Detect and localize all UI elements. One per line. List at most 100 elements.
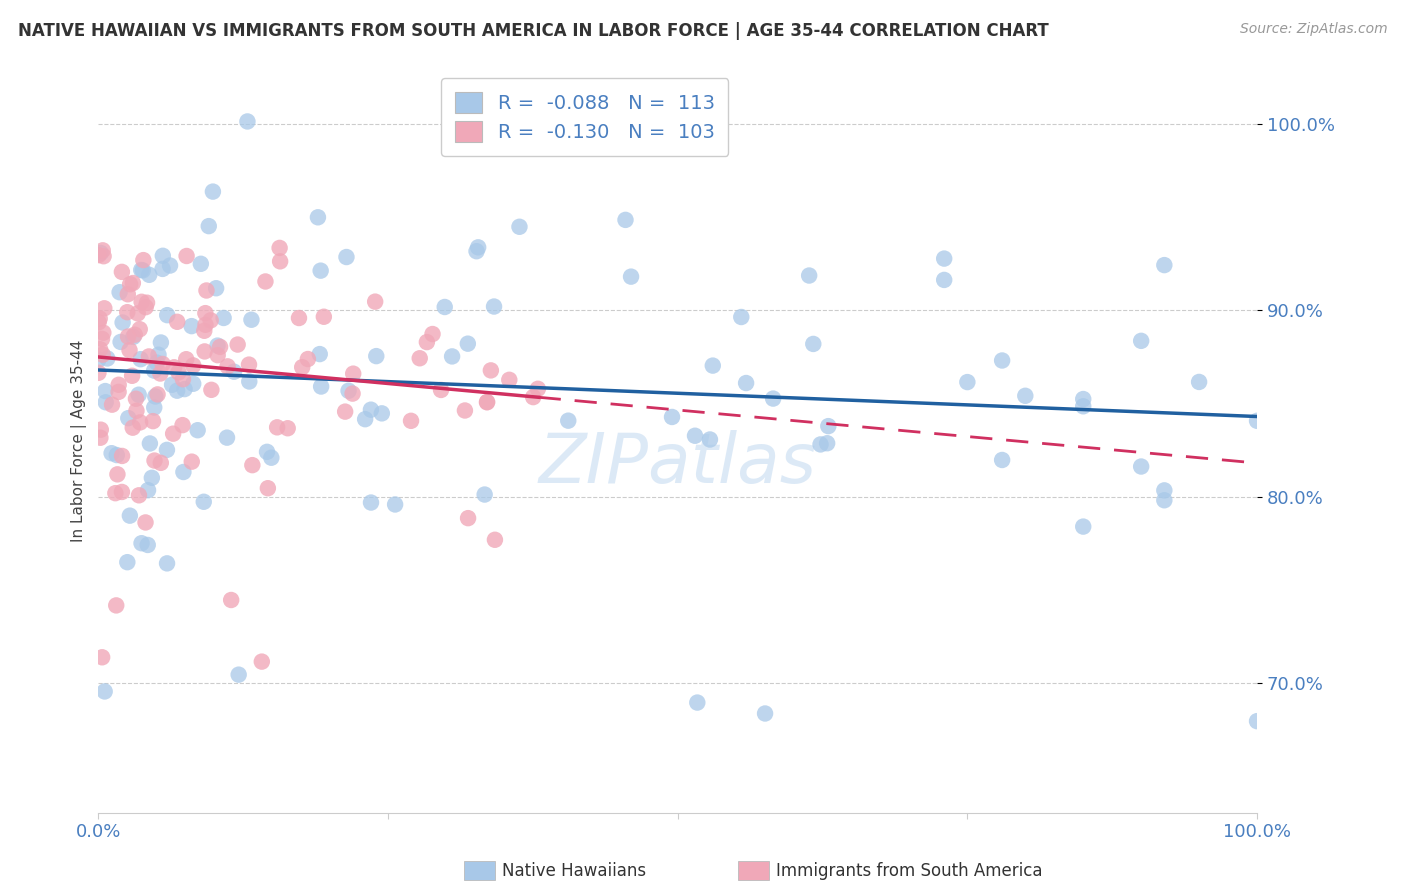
Point xyxy=(128,488,150,502)
Point xyxy=(128,387,150,401)
Point xyxy=(122,330,145,344)
Point xyxy=(219,593,242,607)
Point xyxy=(129,416,152,430)
Point xyxy=(107,467,129,482)
Point xyxy=(132,263,155,277)
Point xyxy=(136,538,159,552)
Point xyxy=(117,411,139,425)
Point xyxy=(200,313,222,327)
Point xyxy=(90,246,112,260)
Point xyxy=(817,419,839,434)
Point xyxy=(1130,459,1153,474)
Point xyxy=(441,350,464,364)
Point xyxy=(956,375,979,389)
Point xyxy=(399,414,422,428)
Point xyxy=(810,437,832,451)
Point xyxy=(172,465,194,479)
Point xyxy=(139,436,162,450)
Point xyxy=(457,336,479,351)
Point xyxy=(1071,399,1094,413)
Point xyxy=(100,446,122,460)
Point xyxy=(288,311,311,326)
Point xyxy=(180,455,202,469)
Point xyxy=(166,315,188,329)
Point xyxy=(254,275,277,289)
Point xyxy=(127,306,149,320)
Text: NATIVE HAWAIIAN VS IMMIGRANTS FROM SOUTH AMERICA IN LABOR FORCE | AGE 35-44 CORR: NATIVE HAWAIIAN VS IMMIGRANTS FROM SOUTH… xyxy=(18,22,1049,40)
Point xyxy=(467,240,489,254)
Point xyxy=(1071,519,1094,533)
Point xyxy=(240,458,263,472)
Point xyxy=(260,450,283,465)
Point xyxy=(117,287,139,301)
Point xyxy=(309,263,332,277)
Point xyxy=(194,318,217,332)
Point xyxy=(475,395,498,409)
Point xyxy=(991,353,1014,368)
Point xyxy=(117,305,139,319)
Point xyxy=(180,319,202,334)
Point xyxy=(297,352,319,367)
Point xyxy=(240,312,263,326)
Point xyxy=(934,273,956,287)
Point xyxy=(238,375,260,389)
Legend: R =  -0.088   N =  113, R =  -0.130   N =  103: R = -0.088 N = 113, R = -0.130 N = 103 xyxy=(441,78,728,155)
Point xyxy=(201,185,224,199)
Point xyxy=(1153,258,1175,272)
Point xyxy=(217,359,239,374)
Point xyxy=(754,706,776,721)
Point xyxy=(342,367,364,381)
Point xyxy=(337,384,360,398)
Point xyxy=(181,376,204,391)
Point xyxy=(307,211,329,225)
Point xyxy=(91,348,114,362)
Point xyxy=(128,322,150,336)
Point xyxy=(125,392,148,406)
Point xyxy=(141,471,163,485)
Point xyxy=(212,310,235,325)
Point xyxy=(105,599,128,613)
Point xyxy=(364,294,387,309)
Point xyxy=(121,420,143,434)
Point xyxy=(250,655,273,669)
Point xyxy=(91,332,114,346)
Point xyxy=(138,268,160,282)
Point xyxy=(215,431,238,445)
Point xyxy=(815,436,838,450)
Point xyxy=(409,351,432,366)
Point xyxy=(111,265,134,279)
Point xyxy=(121,276,143,290)
Point xyxy=(207,338,229,352)
Point xyxy=(333,404,356,418)
Point xyxy=(143,401,166,415)
Point xyxy=(269,254,291,268)
Point xyxy=(134,516,156,530)
Point xyxy=(195,284,218,298)
Point xyxy=(735,376,758,390)
Point xyxy=(934,252,956,266)
Point xyxy=(91,244,114,258)
Point xyxy=(194,344,217,359)
Point xyxy=(156,308,179,322)
Point xyxy=(87,366,110,380)
Point xyxy=(205,281,228,295)
Point xyxy=(194,306,217,320)
Point xyxy=(1246,414,1268,428)
Point xyxy=(1188,375,1211,389)
Point xyxy=(166,384,188,398)
Point xyxy=(172,418,194,433)
Point xyxy=(111,449,134,463)
Point xyxy=(482,300,505,314)
Point xyxy=(91,650,114,665)
Point xyxy=(152,357,174,371)
Point xyxy=(479,363,502,377)
Point xyxy=(236,114,259,128)
Point xyxy=(291,360,314,375)
Point xyxy=(117,555,139,569)
Point xyxy=(200,383,222,397)
Point xyxy=(89,311,111,326)
Point xyxy=(142,414,165,428)
Point xyxy=(557,414,579,428)
Point xyxy=(90,423,112,437)
Point xyxy=(207,348,229,362)
